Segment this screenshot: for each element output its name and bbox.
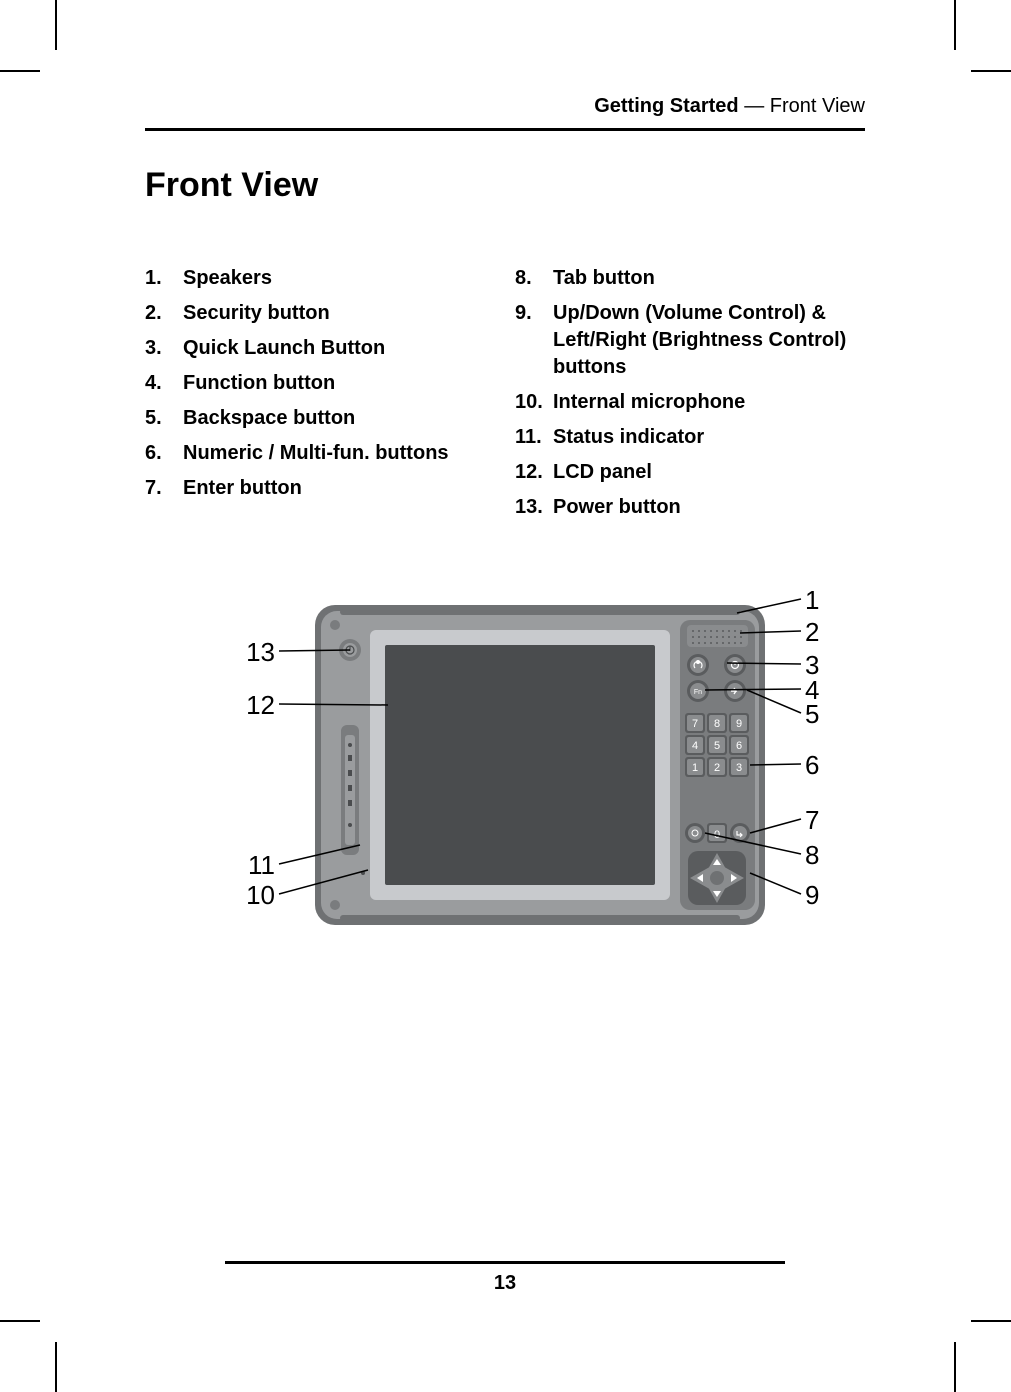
feature-item: 9.Up/Down (Volume Control) & Left/Right … [515, 300, 865, 381]
svg-text:Fn: Fn [694, 689, 702, 696]
feature-item-number: 10. [515, 389, 553, 416]
feature-item-label: Up/Down (Volume Control) & Left/Right (B… [553, 300, 865, 381]
crop-mark [55, 1342, 57, 1392]
page-title: Front View [145, 166, 865, 205]
feature-item-number: 9. [515, 300, 553, 381]
device-diagram: Fn 789456123 0 [145, 575, 865, 995]
feature-item-label: Quick Launch Button [183, 335, 495, 362]
feature-item-label: Enter button [183, 475, 495, 502]
running-head-section: Getting Started [594, 95, 738, 117]
callout-number: 7 [805, 805, 819, 836]
feature-item-number: 12. [515, 459, 553, 486]
svg-text:6: 6 [736, 740, 742, 752]
feature-item-number: 7. [145, 475, 183, 502]
callout-number: 10 [245, 880, 275, 911]
page-number: 13 [145, 1272, 865, 1295]
feature-item: 5.Backspace button [145, 405, 495, 432]
feature-item: 4.Function button [145, 370, 495, 397]
feature-item-number: 5. [145, 405, 183, 432]
page: Getting Started — Front View Front View … [0, 0, 1011, 1392]
callout-number: 13 [245, 637, 275, 668]
feature-item: 10.Internal microphone [515, 389, 865, 416]
feature-item-label: Numeric / Multi-fun. buttons [183, 440, 495, 467]
running-head-sep: — [739, 95, 770, 117]
feature-item-label: Function button [183, 370, 495, 397]
feature-lists: 1.Speakers2.Security button3.Quick Launc… [145, 265, 865, 529]
crop-mark [55, 0, 57, 50]
feature-item: 12.LCD panel [515, 459, 865, 486]
callout-number: 6 [805, 750, 819, 781]
feature-item-number: 13. [515, 494, 553, 521]
callout-number: 2 [805, 617, 819, 648]
feature-item-number: 6. [145, 440, 183, 467]
feature-item-number: 2. [145, 300, 183, 327]
svg-text:0: 0 [714, 829, 720, 841]
feature-item-number: 4. [145, 370, 183, 397]
callout-number: 11 [245, 850, 275, 881]
callout-number: 1 [805, 585, 819, 616]
page-footer: 13 [145, 1261, 865, 1295]
feature-item: 8.Tab button [515, 265, 865, 292]
feature-item-label: LCD panel [553, 459, 865, 486]
feature-list-right: 8.Tab button9.Up/Down (Volume Control) &… [515, 265, 865, 529]
feature-item: 3.Quick Launch Button [145, 335, 495, 362]
running-head-subsection: Front View [770, 95, 865, 117]
feature-item-label: Internal microphone [553, 389, 865, 416]
feature-item-number: 8. [515, 265, 553, 292]
svg-text:4: 4 [692, 740, 698, 752]
crop-mark [0, 70, 40, 72]
callout-number: 5 [805, 699, 819, 730]
feature-item-label: Power button [553, 494, 865, 521]
feature-item-label: Speakers [183, 265, 495, 292]
svg-text:7: 7 [692, 718, 698, 730]
callout-number: 8 [805, 840, 819, 871]
feature-item-number: 1. [145, 265, 183, 292]
callout-number: 9 [805, 880, 819, 911]
feature-item: 1.Speakers [145, 265, 495, 292]
feature-item-label: Backspace button [183, 405, 495, 432]
feature-item: 11.Status indicator [515, 424, 865, 451]
feature-item: 2.Security button [145, 300, 495, 327]
feature-item-number: 11. [515, 424, 553, 451]
running-head: Getting Started — Front View [145, 95, 865, 131]
crop-mark [971, 70, 1011, 72]
crop-mark [971, 1320, 1011, 1322]
svg-text:1: 1 [692, 762, 698, 774]
feature-item-number: 3. [145, 335, 183, 362]
crop-mark [0, 1320, 40, 1322]
feature-item: 13.Power button [515, 494, 865, 521]
svg-text:3: 3 [736, 762, 742, 774]
svg-text:8: 8 [714, 718, 720, 730]
device-illustration: Fn 789456123 0 [245, 595, 785, 945]
crop-mark [954, 1342, 956, 1392]
feature-item-label: Tab button [553, 265, 865, 292]
svg-text:5: 5 [714, 740, 720, 752]
content-area: Getting Started — Front View Front View … [145, 95, 865, 1295]
feature-item-label: Status indicator [553, 424, 865, 451]
feature-list-left: 1.Speakers2.Security button3.Quick Launc… [145, 265, 495, 529]
feature-item-label: Security button [183, 300, 495, 327]
feature-item: 6.Numeric / Multi-fun. buttons [145, 440, 495, 467]
svg-text:2: 2 [714, 762, 720, 774]
svg-text:9: 9 [736, 718, 742, 730]
callout-number: 12 [245, 690, 275, 721]
footer-rule [225, 1261, 785, 1264]
crop-mark [954, 0, 956, 50]
feature-item: 7.Enter button [145, 475, 495, 502]
